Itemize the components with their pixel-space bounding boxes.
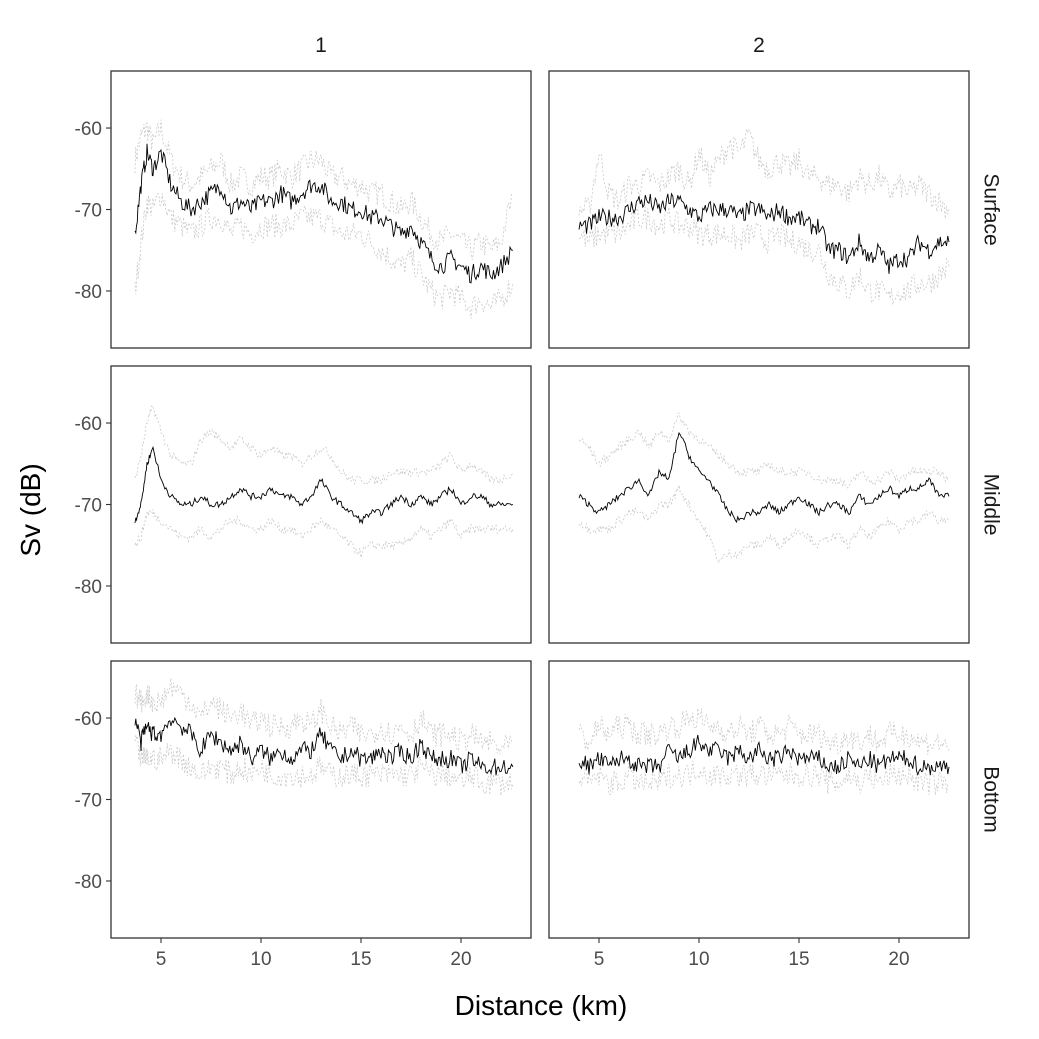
mean-line xyxy=(134,143,514,284)
y-tick-label: -70 xyxy=(75,201,102,222)
x-tick-label: 5 xyxy=(156,949,167,970)
x-tick-label: 20 xyxy=(450,949,471,970)
panel-middle-2 xyxy=(548,365,970,644)
lower-bound-line xyxy=(134,192,514,319)
lower-bound-line xyxy=(578,206,950,305)
y-axis-title: Sv (dB) xyxy=(15,463,46,556)
upper-bound-line xyxy=(134,678,514,755)
panel-surface-1 xyxy=(110,70,532,349)
panel-bottom-2 xyxy=(548,660,970,939)
panel-middle-1 xyxy=(110,365,532,644)
y-tick-label: -80 xyxy=(75,282,102,303)
row-strip-label: Surface xyxy=(979,173,1002,245)
panel-border xyxy=(110,70,532,349)
mean-line xyxy=(578,192,950,274)
y-tick-label: -60 xyxy=(75,414,102,435)
y-tick-label: -80 xyxy=(75,577,102,598)
x-tick-label: 10 xyxy=(688,949,709,970)
x-tick-label: 15 xyxy=(788,949,809,970)
mean-line xyxy=(134,445,514,525)
panel-border xyxy=(548,365,970,644)
y-tick-label: -60 xyxy=(75,709,102,730)
column-strip-label: 2 xyxy=(753,34,765,57)
y-tick-label: -80 xyxy=(75,872,102,893)
upper-bound-line xyxy=(578,708,950,755)
upper-bound-line xyxy=(134,119,514,260)
upper-bound-line xyxy=(578,128,950,219)
x-tick-label: 20 xyxy=(888,949,909,970)
row-strip-label: Bottom xyxy=(979,766,1002,833)
mean-line xyxy=(578,734,950,776)
column-strip-label: 1 xyxy=(315,34,327,57)
x-tick-label: 5 xyxy=(594,949,605,970)
upper-bound-line xyxy=(134,404,514,486)
lower-bound-line xyxy=(578,760,950,796)
y-tick-label: -70 xyxy=(75,496,102,517)
panel-border xyxy=(110,365,532,644)
row-strip-label: Middle xyxy=(979,474,1002,536)
lower-bound-line xyxy=(134,509,514,558)
lower-bound-line xyxy=(134,734,514,796)
panel-border xyxy=(548,70,970,349)
y-tick-label: -70 xyxy=(75,791,102,812)
x-axis-title: Distance (km) xyxy=(455,990,628,1021)
mean-line xyxy=(578,431,950,524)
mean-line xyxy=(134,716,514,776)
panel-grid: 1 2 Surface Middle Bottom -60 -70 -80 -60 -70 -80 -… xyxy=(75,34,1003,970)
lower-bound-line xyxy=(578,485,950,564)
panel-border xyxy=(110,660,532,939)
panel-surface-2 xyxy=(548,70,970,349)
upper-bound-line xyxy=(578,412,950,489)
y-tick-label: -60 xyxy=(75,119,102,140)
panel-border xyxy=(548,660,970,939)
panel-bottom-1 xyxy=(110,660,532,939)
x-tick-label: 10 xyxy=(250,949,271,970)
x-tick-label: 15 xyxy=(350,949,371,970)
